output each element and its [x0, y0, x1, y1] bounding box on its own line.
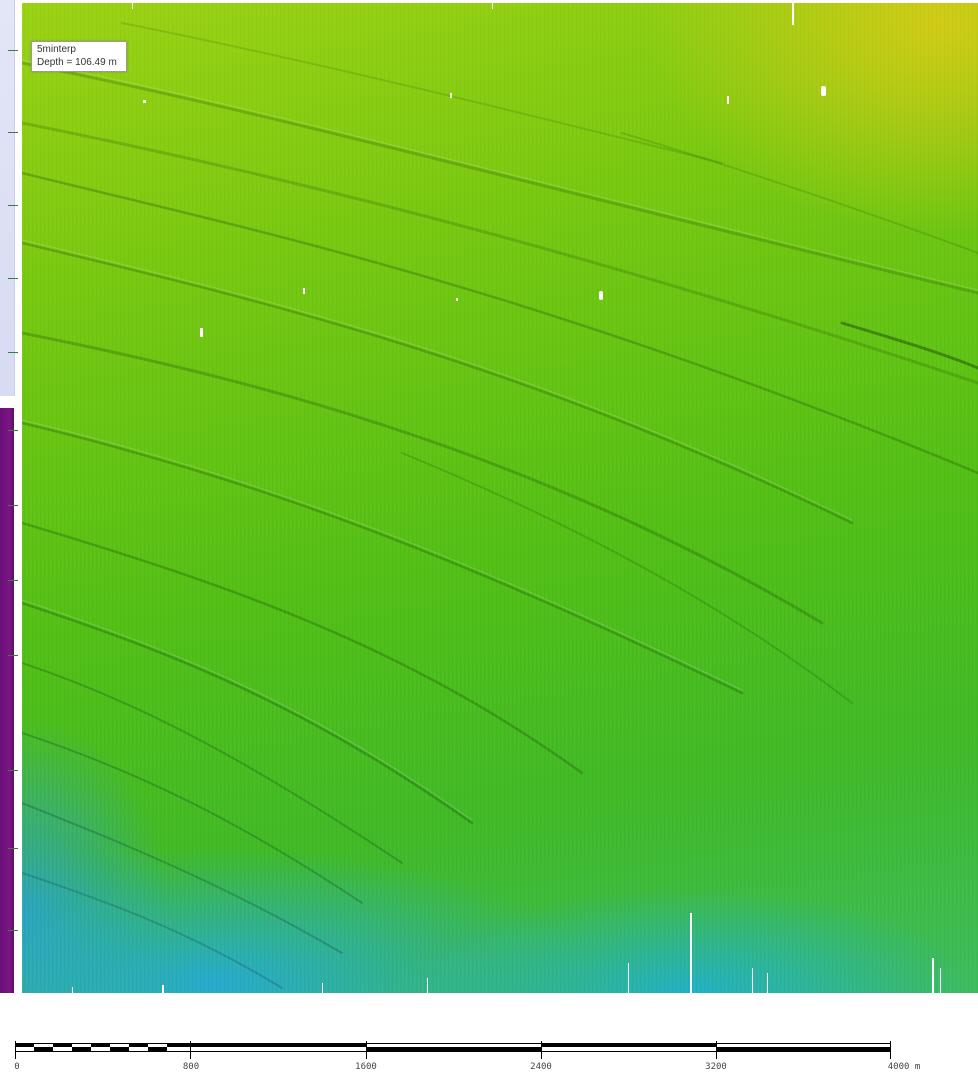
nodata-speck: [303, 288, 305, 294]
scale-tick: [541, 1041, 542, 1059]
scale-tick: [190, 1041, 191, 1059]
scale-label: 3200: [705, 1062, 727, 1072]
scale-bar-segment: [366, 1047, 541, 1051]
left-ruler-tick: [8, 770, 18, 771]
scale-label: 0: [14, 1062, 20, 1072]
bathymetry-map[interactable]: [22, 3, 978, 993]
left-ruler-tick: [8, 505, 18, 506]
left-ruler-tick: [8, 848, 18, 849]
scale-tick: [890, 1041, 891, 1059]
scale-tick: [716, 1041, 717, 1059]
nodata-speck: [200, 328, 203, 337]
left-ruler-tick: [8, 580, 18, 581]
left-ruler-tick: [8, 50, 18, 51]
scale-bar-segment: [541, 1043, 716, 1047]
nodata-speck: [821, 86, 826, 96]
layer-name: 5minterp: [37, 44, 76, 55]
left-ruler-tick: [8, 132, 18, 133]
scale-label: 4000 m: [887, 1062, 921, 1072]
left-ruler-tick: [8, 430, 18, 431]
scale-label: 800: [182, 1062, 200, 1072]
scale-label: 1600: [355, 1062, 377, 1072]
nodata-speck: [456, 298, 458, 301]
identify-popup: 5minterp Depth = 106.49 m: [31, 41, 127, 72]
depth-readout: Depth = 106.49 m: [37, 56, 117, 68]
scale-label: 2400: [530, 1062, 552, 1072]
left-ruler-tick: [8, 278, 18, 279]
scale-tick: [366, 1041, 367, 1059]
side-panel-bottom: [0, 408, 14, 993]
left-ruler-tick: [8, 352, 18, 353]
nodata-speck: [727, 96, 729, 104]
left-ruler-tick: [8, 930, 18, 931]
scale-bar-segment: [15, 1043, 190, 1052]
nodata-speck: [450, 93, 452, 98]
left-ruler-tick: [8, 205, 18, 206]
left-ruler-tick: [8, 655, 18, 656]
nodata-speck: [599, 291, 603, 300]
nodata-speck: [143, 100, 146, 103]
seabed-ridges: [22, 3, 978, 993]
scale-bar-segment: [190, 1043, 366, 1047]
scale-bar-segment: [716, 1047, 891, 1051]
scale-tick: [15, 1041, 16, 1059]
scale-bar: 0 800 1600 2400 3200 4000 m: [0, 1040, 978, 1080]
side-panel-top: [0, 0, 15, 396]
